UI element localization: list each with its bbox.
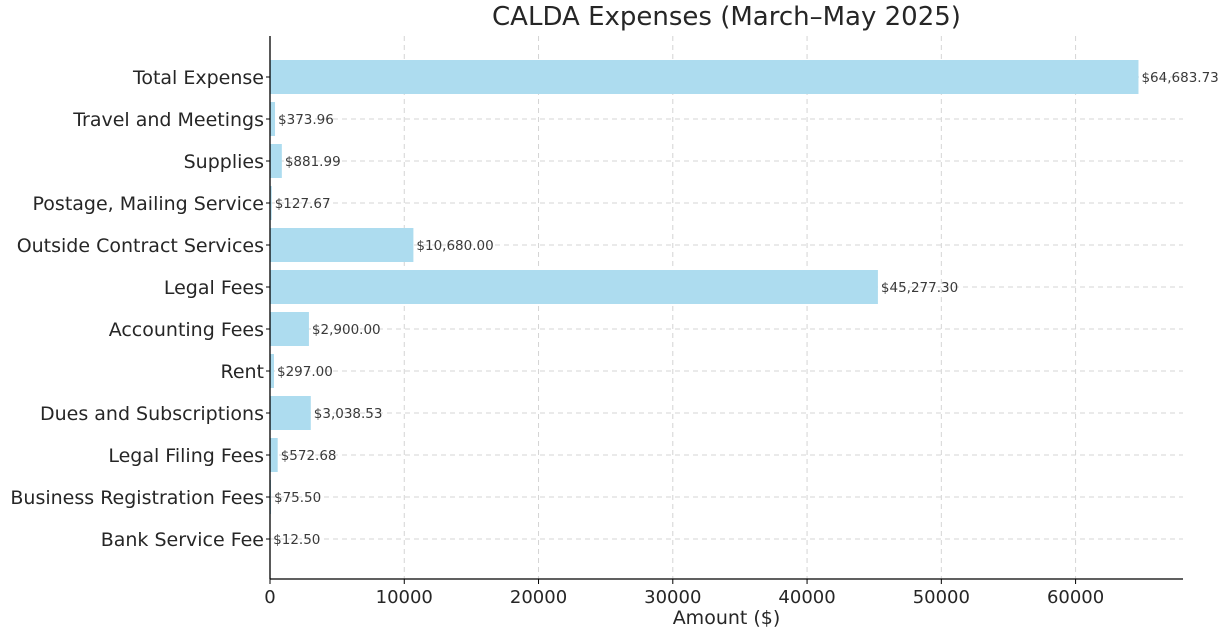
bar — [270, 354, 274, 388]
bar-value-label: $12.50 — [273, 532, 320, 548]
bar — [270, 60, 1139, 94]
chart-title: CALDA Expenses (March–May 2025) — [492, 2, 961, 32]
bar-value-label: $64,683.73 — [1141, 70, 1218, 86]
category-label: Supplies — [184, 151, 264, 173]
category-label: Total Expense — [132, 67, 264, 89]
bar — [270, 102, 276, 136]
bar-value-label: $75.50 — [274, 490, 321, 506]
bar-value-label: $3,038.53 — [314, 406, 383, 422]
bar-value-label: $297.00 — [277, 364, 333, 380]
category-label: Accounting Fees — [109, 319, 264, 341]
bar — [270, 438, 278, 472]
category-label: Legal Fees — [164, 277, 264, 299]
bar-value-label: $45,277.30 — [881, 280, 958, 296]
x-tick-label: 10000 — [376, 587, 433, 608]
bar — [270, 270, 878, 304]
category-label: Travel and Meetings — [72, 109, 264, 131]
x-tick-label: 20000 — [510, 587, 567, 608]
category-label: Dues and Subscriptions — [40, 403, 264, 425]
bar-value-label: $881.99 — [285, 154, 341, 170]
x-tick-label: 50000 — [913, 587, 970, 608]
x-tick-label: 0 — [264, 587, 275, 608]
x-tick-label: 60000 — [1047, 587, 1104, 608]
category-label: Outside Contract Services — [17, 235, 264, 257]
bar — [270, 228, 414, 262]
bar — [270, 396, 311, 430]
category-label: Business Registration Fees — [10, 487, 264, 509]
x-axis-label: Amount ($) — [672, 607, 781, 629]
bar-value-label: $373.96 — [278, 112, 334, 128]
bar — [270, 144, 282, 178]
bar-value-label: $127.67 — [275, 196, 331, 212]
category-label: Postage, Mailing Service — [33, 193, 264, 215]
bar — [270, 312, 309, 346]
category-label: Bank Service Fee — [101, 529, 264, 551]
bar-value-label: $10,680.00 — [416, 238, 493, 254]
bar — [270, 186, 272, 220]
bar-value-label: $2,900.00 — [312, 322, 381, 338]
bar-value-label: $572.68 — [281, 448, 337, 464]
x-tick-label: 40000 — [778, 587, 835, 608]
category-label: Rent — [220, 361, 264, 383]
category-label: Legal Filing Fees — [108, 445, 264, 467]
x-tick-label: 30000 — [644, 587, 701, 608]
